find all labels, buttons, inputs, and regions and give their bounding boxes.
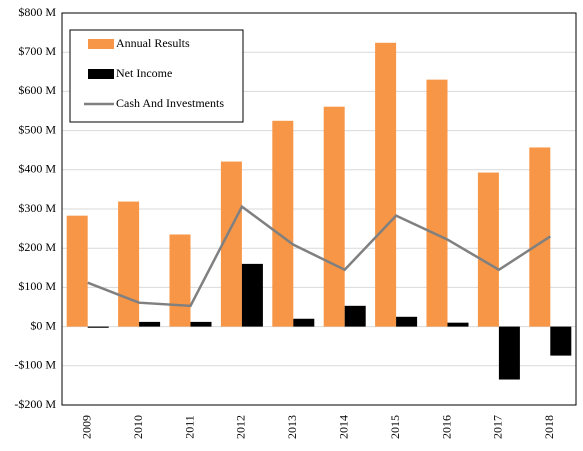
bar bbox=[241, 263, 263, 327]
x-tick-label: 2017 bbox=[491, 415, 505, 439]
legend-label: Cash And Investments bbox=[116, 96, 224, 110]
y-tick-label: $400 M bbox=[18, 162, 56, 176]
y-tick-label: $800 M bbox=[18, 5, 56, 19]
legend-swatch bbox=[88, 39, 114, 49]
y-tick-label: -$100 M bbox=[14, 358, 56, 372]
bar bbox=[220, 161, 242, 327]
bar bbox=[344, 305, 366, 327]
x-tick-label: 2018 bbox=[542, 415, 556, 439]
x-tick-label: 2012 bbox=[234, 415, 248, 439]
legend-label: Annual Results bbox=[116, 36, 190, 50]
bar bbox=[272, 120, 294, 327]
y-tick-label: $100 M bbox=[18, 279, 56, 293]
y-tick-label: $700 M bbox=[18, 44, 56, 58]
bar bbox=[169, 234, 191, 327]
y-tick-label: $200 M bbox=[18, 240, 56, 254]
bar bbox=[87, 326, 109, 328]
bar bbox=[477, 172, 499, 327]
x-tick-label: 2011 bbox=[182, 415, 196, 439]
bar bbox=[118, 201, 140, 327]
x-tick-label: 2013 bbox=[285, 415, 299, 439]
legend-swatch bbox=[88, 69, 114, 79]
line bbox=[87, 204, 551, 308]
y-tick-label: -$200 M bbox=[14, 397, 56, 411]
bar bbox=[498, 326, 520, 380]
bar bbox=[375, 42, 397, 327]
y-tick-label: $600 M bbox=[18, 83, 56, 97]
x-tick-label: 2009 bbox=[79, 415, 93, 439]
x-tick-label: 2010 bbox=[131, 415, 145, 439]
y-tick-label: $300 M bbox=[18, 201, 56, 215]
x-tick-label: 2016 bbox=[439, 415, 453, 439]
bar bbox=[447, 322, 469, 327]
x-tick-label: 2014 bbox=[336, 415, 350, 439]
bar bbox=[426, 79, 448, 327]
y-tick-label: $500 M bbox=[18, 122, 56, 136]
bar bbox=[396, 316, 418, 327]
bar bbox=[190, 321, 212, 327]
y-tick-label: $0 M bbox=[30, 318, 56, 332]
bar bbox=[323, 106, 345, 327]
bar bbox=[550, 326, 572, 356]
bar bbox=[139, 321, 161, 327]
legend-label: Net Income bbox=[116, 66, 172, 80]
plot-border bbox=[61, 12, 577, 406]
bar bbox=[529, 147, 551, 327]
bar bbox=[293, 318, 315, 327]
x-tick-label: 2015 bbox=[388, 415, 402, 439]
bar bbox=[66, 215, 88, 327]
